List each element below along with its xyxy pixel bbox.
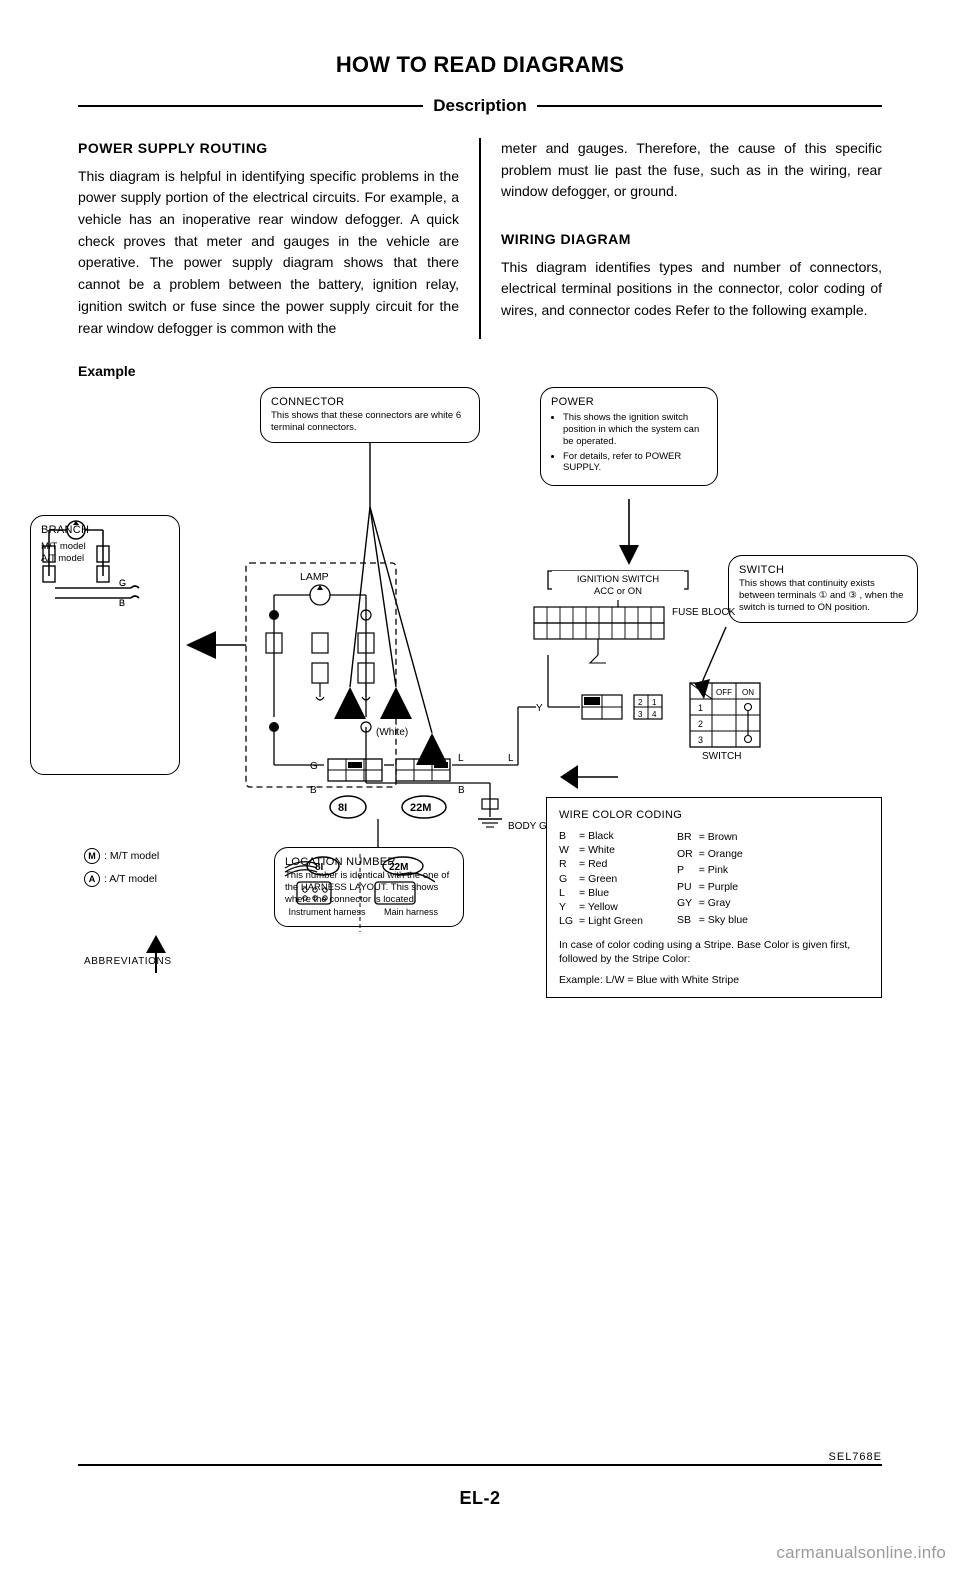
location-harness-svg: 8I 22M [275,854,445,932]
switch-label: SWITCH [702,751,741,762]
left-body: This diagram is helpful in identifying s… [78,166,459,340]
left-column: POWER SUPPLY ROUTING This diagram is hel… [78,138,481,339]
wiring-diagram: CONNECTOR This shows that these connecto… [78,387,882,1147]
svg-text:22M: 22M [389,862,408,873]
mt-abbrev: : M/T model [104,850,159,862]
rule-left [78,105,423,107]
page-title: HOW TO READ DIAGRAMS [78,52,882,78]
svg-text:1: 1 [698,703,703,713]
wire-colors-right: BR= Brown OR= Orange P= Pink PU= Purple … [677,829,754,928]
svg-text:2: 2 [698,719,703,729]
ignition-switch-label: IGNITION SWITCHACC or ON [552,571,684,600]
fuse-block-label: FUSE BLOCK [672,607,735,619]
svg-text:OFF: OFF [716,688,732,697]
diagram-svg: G L L B B 8I 22M [78,387,882,1147]
wire-colors-left: B= Black W= White R= Red G= Green L= Blu… [559,829,649,928]
svg-text:4: 4 [652,710,657,719]
wire-note: In case of color coding using a Stripe. … [559,938,869,966]
example-label: Example [78,363,882,379]
svg-text:B: B [310,785,317,796]
svg-text:2: 2 [638,698,643,707]
page-number: EL-2 [78,1488,882,1509]
svg-text:8I: 8I [338,802,347,814]
svg-text:1: 1 [652,698,657,707]
at-abbrev: : A/T model [104,873,157,885]
lamp-label: LAMP [300,571,329,583]
description-heading: Description [78,96,882,116]
watermark: carmanualsonline.info [776,1543,946,1563]
a-icon: A [84,871,100,887]
svg-text:L: L [458,753,464,764]
right-body: This diagram identifies types and number… [501,257,882,322]
svg-text:L: L [508,753,514,764]
wire-title: WIRE COLOR CODING [559,808,869,823]
wire-example: Example: L/W = Blue with White Stripe [559,973,869,987]
right-body-top: meter and gauges. Therefore, the cause o… [501,138,882,203]
left-heading: POWER SUPPLY ROUTING [78,138,459,160]
svg-text:Y: Y [536,703,543,714]
svg-text:3: 3 [698,735,703,745]
svg-text:ON: ON [742,688,754,697]
description-label: Description [423,96,537,116]
rule-right [537,105,882,107]
svg-text:G: G [310,761,318,772]
abbreviations: M : M/T model A : A/T model ABBREVIATIONS [84,847,172,971]
description-columns: POWER SUPPLY ROUTING This diagram is hel… [78,138,882,339]
callout-location: LOCATION NUMBER This number is identical… [274,847,464,927]
svg-text:22M: 22M [410,802,431,814]
white-connector-label: (White) [376,727,408,738]
callout-wire-coding: WIRE COLOR CODING B= Black W= White R= R… [546,797,882,998]
svg-text:3: 3 [638,710,643,719]
m-icon: M [84,848,100,864]
svg-text:B: B [458,785,465,796]
abbrev-title: ABBREVIATIONS [84,953,172,971]
right-heading: WIRING DIAGRAM [501,229,882,251]
bottom-rule [78,1464,882,1466]
right-column: meter and gauges. Therefore, the cause o… [481,138,882,339]
